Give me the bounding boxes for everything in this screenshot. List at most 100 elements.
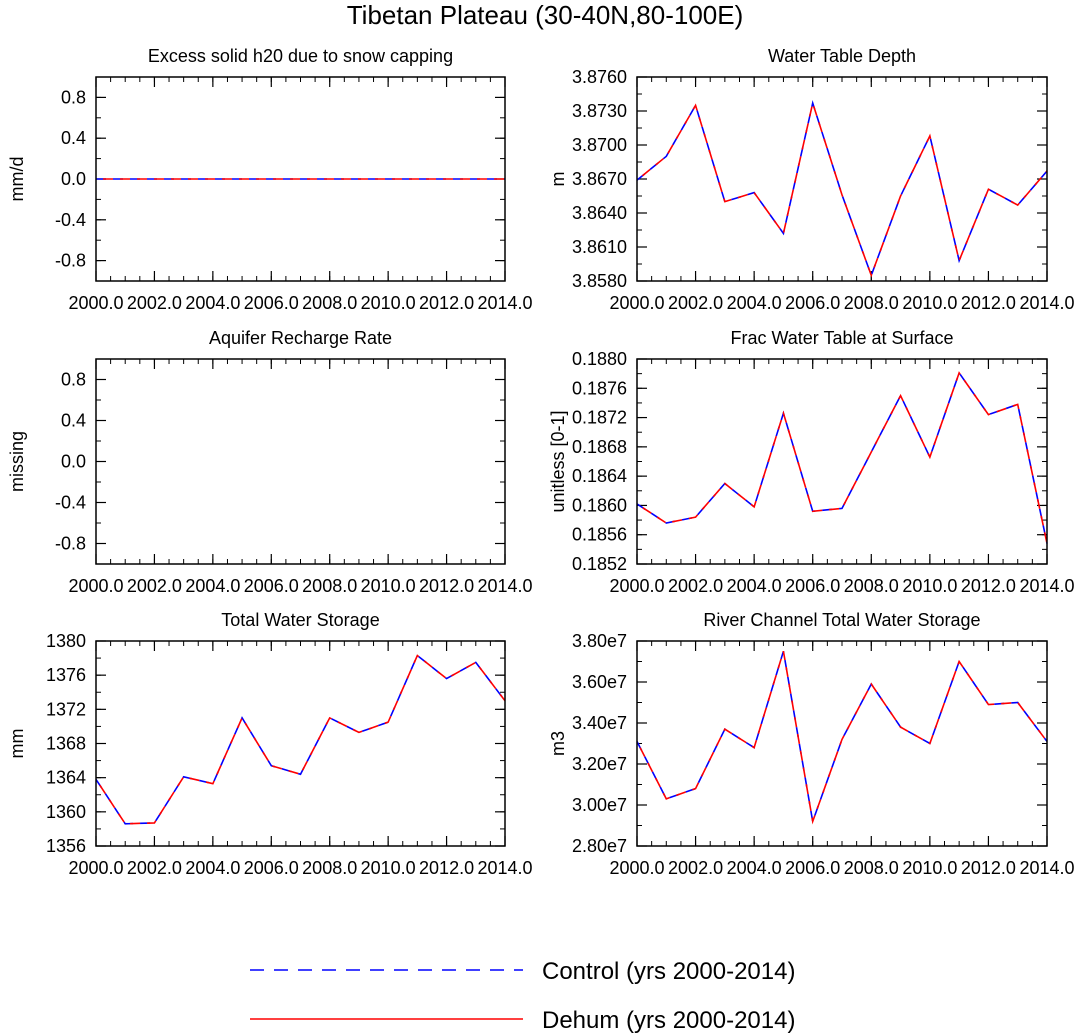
x-tick-label: 2008.0	[302, 576, 357, 596]
x-tick-label: 2006.0	[244, 576, 299, 596]
chart-panel-6: River Channel Total Water Storage m3 2000.…	[548, 610, 1075, 878]
y-tick-label: 0.1852	[572, 554, 627, 574]
x-tick-label: 2010.0	[902, 293, 957, 313]
panel-title: Water Table Depth	[768, 46, 916, 66]
x-tick-label: 2004.0	[185, 858, 240, 878]
y-tick-label: 3.20e7	[572, 754, 627, 774]
panel-title: Aquifer Recharge Rate	[209, 328, 392, 348]
chart-panel-3: Aquifer Recharge Rate missing 2000.0 2002.0…	[7, 328, 533, 596]
y-tick-label: 1364	[46, 768, 86, 788]
x-tick-label: 2002.0	[668, 858, 723, 878]
x-tick-label: 2000.0	[609, 293, 664, 313]
y-tick-label: 0.1868	[572, 437, 627, 457]
y-tick-label: 0.4	[61, 128, 86, 148]
x-tick-label: 2008.0	[844, 293, 899, 313]
series-line-control	[636, 651, 1048, 825]
x-tick-label: 2006.0	[785, 576, 840, 596]
x-tick-label: 2014.0	[1019, 293, 1074, 313]
y-axis-label: m	[548, 172, 568, 187]
y-axis-label: mm/d	[7, 157, 27, 202]
legend-dehum-label: Dehum (yrs 2000-2014)	[542, 1007, 795, 1034]
series-line-dehum	[636, 371, 1048, 544]
x-tick-label: 2002.0	[127, 858, 182, 878]
y-tick-label: 1368	[46, 734, 86, 754]
x-tick-label: 2012.0	[961, 576, 1016, 596]
x-tick-label: 2006.0	[244, 858, 299, 878]
y-tick-label: 3.8730	[572, 101, 627, 121]
chart-panel-2: Water Table Depth m 2000.0 2002.0 2004.0 2006…	[548, 46, 1075, 313]
x-tick-label: 2010.0	[902, 858, 957, 878]
y-tick-label: 0.1872	[572, 408, 627, 428]
x-tick-label: 2004.0	[727, 576, 782, 596]
y-tick-label: 0.8	[61, 370, 86, 390]
x-tick-label: 2012.0	[419, 293, 474, 313]
y-tick-label: 0.1864	[572, 466, 627, 486]
y-tick-label: -0.4	[55, 210, 86, 230]
y-tick-label: 0.1860	[572, 495, 627, 515]
chart-panel-1: Excess solid h20 due to snow capping mm/d…	[7, 46, 533, 313]
legend: Control (yrs 2000-2014) Dehum (yrs 2000-…	[250, 958, 795, 1034]
y-tick-label: 3.80e7	[572, 631, 627, 651]
x-tick-label: 2006.0	[785, 293, 840, 313]
x-tick-label: 2014.0	[1019, 576, 1074, 596]
x-tick-label: 2002.0	[668, 576, 723, 596]
x-tick-label: 2004.0	[185, 576, 240, 596]
y-tick-label: 1376	[46, 665, 86, 685]
x-tick-label: 2006.0	[785, 858, 840, 878]
y-axis-label: missing	[7, 431, 27, 492]
plot-frame	[95, 640, 506, 847]
series-line-control	[95, 654, 506, 825]
x-tick-label: 2004.0	[727, 858, 782, 878]
plot-frame	[636, 640, 1048, 847]
y-tick-label: 0.1876	[572, 378, 627, 398]
y-tick-label: 3.8640	[572, 203, 627, 223]
y-tick-label: 2.80e7	[572, 836, 627, 856]
x-tick-label: 2008.0	[302, 293, 357, 313]
x-tick-label: 2008.0	[844, 576, 899, 596]
y-tick-label: 3.40e7	[572, 713, 627, 733]
y-tick-label: 3.8610	[572, 237, 627, 257]
x-tick-label: 2006.0	[244, 293, 299, 313]
x-tick-label: 2014.0	[477, 293, 532, 313]
x-tick-label: 2000.0	[68, 576, 123, 596]
y-tick-label: 0.4	[61, 411, 86, 431]
x-tick-label: 2002.0	[668, 293, 723, 313]
x-tick-label: 2014.0	[477, 858, 532, 878]
chart-panel-4: Frac Water Table at Surface unitless [0-1…	[548, 328, 1075, 596]
y-tick-label: 1380	[46, 631, 86, 651]
x-tick-label: 2008.0	[302, 858, 357, 878]
series-line-dehum	[636, 100, 1048, 278]
x-tick-label: 2008.0	[844, 858, 899, 878]
plot-frame	[636, 358, 1048, 565]
legend-control-label: Control (yrs 2000-2014)	[542, 958, 795, 985]
plot-frame	[636, 76, 1048, 282]
y-axis-label: m3	[548, 731, 568, 756]
x-tick-label: 2012.0	[419, 576, 474, 596]
plot-frame	[95, 76, 506, 282]
figure-title: Tibetan Plateau (30-40N,80-100E)	[347, 0, 744, 30]
x-tick-label: 2010.0	[902, 576, 957, 596]
x-tick-label: 2014.0	[1019, 858, 1074, 878]
x-tick-label: 2010.0	[361, 293, 416, 313]
series-line-dehum	[636, 651, 1048, 825]
x-tick-label: 2010.0	[361, 858, 416, 878]
x-tick-label: 2014.0	[477, 576, 532, 596]
y-tick-label: -0.4	[55, 493, 86, 513]
x-tick-label: 2004.0	[185, 293, 240, 313]
y-tick-label: 1372	[46, 699, 86, 719]
y-tick-label: 0.0	[61, 452, 86, 472]
y-axis-label: mm	[7, 729, 27, 759]
x-tick-label: 2002.0	[127, 576, 182, 596]
chart-panels: Excess solid h20 due to snow capping mm/d…	[7, 46, 1075, 878]
y-tick-label: 3.8700	[572, 135, 627, 155]
y-tick-label: 3.8580	[572, 271, 627, 291]
x-tick-label: 2002.0	[127, 293, 182, 313]
panel-title: Frac Water Table at Surface	[730, 328, 953, 348]
y-tick-label: 1356	[46, 836, 86, 856]
y-tick-label: 1360	[46, 802, 86, 822]
y-tick-label: 0.0	[61, 169, 86, 189]
x-tick-label: 2000.0	[68, 293, 123, 313]
y-tick-label: 0.8	[61, 87, 86, 107]
